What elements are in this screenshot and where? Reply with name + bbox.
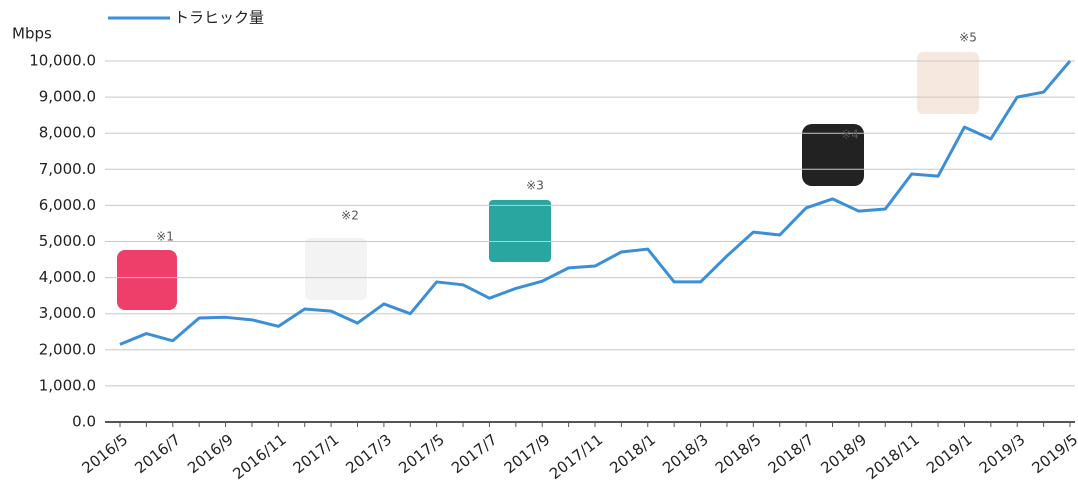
y-tick-label: 2,000.0	[39, 340, 96, 358]
x-tick-label: 2018/7	[765, 431, 818, 478]
x-tick-label: 2019/1	[923, 431, 976, 478]
annotation: ※2	[341, 209, 359, 223]
annotation: ※3	[526, 179, 544, 193]
y-axis-label: Mbps	[12, 25, 52, 43]
y-tick-label: 5,000.0	[39, 232, 96, 250]
y-tick-label: 3,000.0	[39, 304, 96, 322]
annotation: ※1	[156, 230, 174, 244]
x-tick-label: 2017/7	[448, 431, 501, 478]
icon	[305, 238, 367, 300]
annotation: ※5	[959, 31, 977, 45]
x-tick-label: 2018/5	[712, 431, 765, 478]
icon	[802, 124, 864, 186]
y-tick-label: 1,000.0	[39, 376, 96, 394]
x-tick-label: 2016/11	[229, 431, 289, 484]
y-tick-label: 7,000.0	[39, 160, 96, 178]
x-tick-label: 2019/5	[1029, 431, 1078, 478]
x-tick-label: 2017/11	[546, 431, 606, 484]
x-tick-label: 2018/1	[606, 431, 659, 478]
x-tick-label: 2018/11	[863, 431, 923, 484]
icon	[117, 250, 177, 310]
legend-label: トラヒック量	[174, 9, 264, 27]
y-tick-label: 8,000.0	[39, 124, 96, 142]
y-tick-label: 0.0	[72, 413, 96, 431]
x-tick-label: 2018/3	[659, 431, 712, 478]
data-line	[119, 60, 1072, 346]
y-tick-label: 4,000.0	[39, 268, 96, 286]
x-tick-label: 2017/5	[395, 431, 448, 478]
icon	[917, 52, 979, 114]
x-tick-label: 2016/9	[184, 431, 237, 478]
x-tick-label: 2016/7	[131, 431, 184, 478]
x-tick-label: 2016/5	[79, 431, 132, 478]
x-tick-label: 2017/1	[290, 431, 343, 478]
y-tick-label: 6,000.0	[39, 196, 96, 214]
annotation: ※4	[841, 128, 859, 142]
x-tick-label: 2018/9	[817, 431, 870, 478]
icon	[489, 200, 551, 262]
x-tick-label: 2019/3	[976, 431, 1029, 478]
y-tick-label: 10,000.0	[29, 52, 96, 70]
x-tick-label: 2017/3	[342, 431, 395, 478]
x-tick-label: 2017/9	[501, 431, 554, 478]
y-tick-label: 9,000.0	[39, 88, 96, 106]
